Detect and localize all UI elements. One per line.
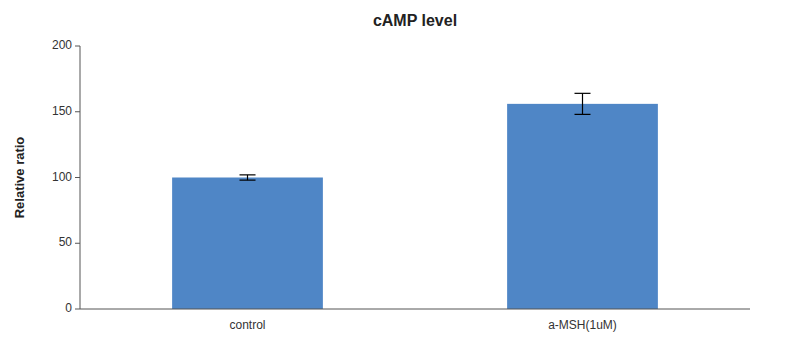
bars [172, 93, 658, 309]
y-tick-label: 100 [52, 170, 72, 184]
error-line [582, 93, 583, 114]
y-tick-label: 150 [52, 104, 72, 118]
x-tick-label: a-MSH(1uM) [548, 318, 617, 332]
bar [172, 178, 323, 310]
y-tick-label: 200 [52, 38, 72, 52]
error-cap [575, 114, 591, 115]
bar [507, 104, 658, 309]
chart-container: 0 50 100 150 200 control a-MSH(1uM) cAMP level R… [0, 0, 790, 351]
x-axis: control a-MSH(1uM) [229, 318, 616, 332]
x-axis-line [80, 309, 750, 310]
chart-svg: 0 50 100 150 200 control a-MSH(1uM) cAMP level R… [0, 0, 790, 351]
y-tick [75, 177, 80, 178]
error-bar [575, 93, 591, 114]
title: cAMP level [373, 12, 457, 29]
error-cap [240, 174, 256, 175]
y-tick-label: 0 [65, 301, 72, 315]
error-cap [575, 93, 591, 94]
y-tick [75, 309, 80, 310]
error-bar [240, 175, 256, 180]
x-tick-label: control [229, 318, 265, 332]
y-axis-label: Relative ratio [12, 137, 27, 219]
y-tick-label: 50 [59, 235, 73, 249]
y-axis-line [80, 46, 81, 309]
y-axis: 0 50 100 150 200 [52, 38, 80, 315]
error-cap [240, 180, 256, 181]
y-tick [75, 243, 80, 244]
y-tick [75, 46, 80, 47]
y-tick [75, 111, 80, 112]
error-line [247, 175, 248, 180]
